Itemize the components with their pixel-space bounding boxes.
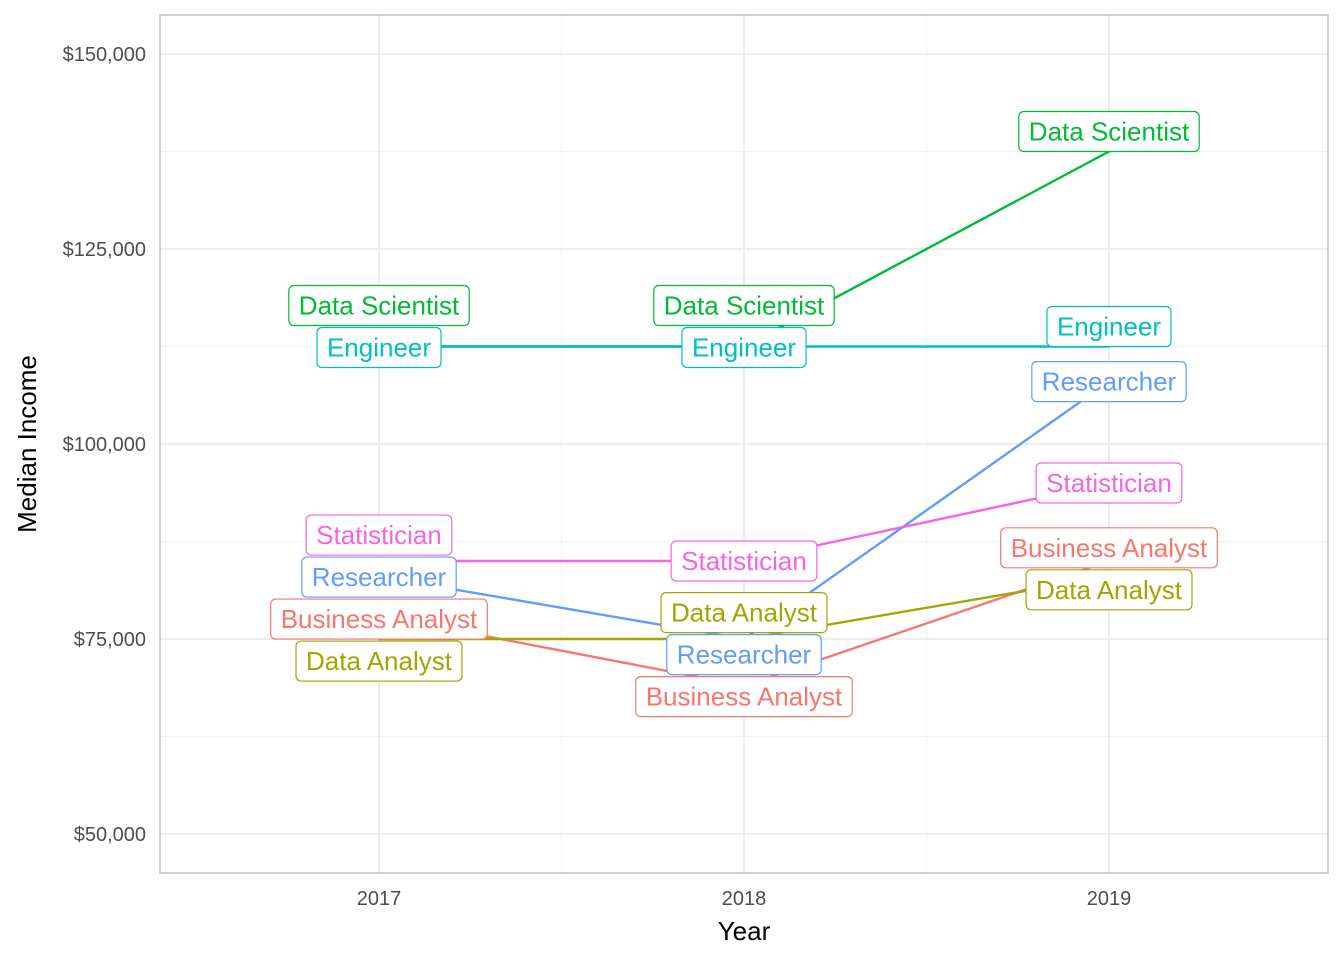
data-label-box: Engineer xyxy=(681,326,807,369)
data-label: Engineer xyxy=(327,333,431,363)
data-label: Statistician xyxy=(681,546,807,576)
data-label-border xyxy=(305,514,453,556)
data-label: Data Scientist xyxy=(299,291,460,321)
data-label-box: Business Analyst xyxy=(1000,527,1218,569)
data-label: Researcher xyxy=(677,640,812,670)
data-label-box: Statistician xyxy=(1035,462,1183,504)
data-label: Data Analyst xyxy=(306,646,453,676)
x-tick-label: 2018 xyxy=(722,888,767,910)
data-label-box: Business Analyst xyxy=(635,675,853,718)
y-tick-label: $125,000 xyxy=(63,239,146,261)
series-lines xyxy=(377,150,1111,687)
data-label: Statistician xyxy=(1046,468,1172,498)
data-label-box: Statistician xyxy=(305,514,453,556)
y-axis: $50,000 $75,000 $100,000 $125,000 $150,000 xyxy=(63,44,146,846)
y-tick-label: $150,000 xyxy=(63,44,146,66)
data-label-border xyxy=(1035,462,1183,504)
data-label: Data Scientist xyxy=(1029,117,1190,147)
data-label-box: Business Analyst xyxy=(270,598,488,640)
data-label-border xyxy=(1018,110,1200,153)
y-tick-label: $100,000 xyxy=(63,434,146,456)
y-tick-label: $50,000 xyxy=(74,824,146,846)
data-label: Business Analyst xyxy=(1011,533,1208,563)
data-label-border xyxy=(316,326,442,369)
grid xyxy=(160,15,1328,873)
data-label-border xyxy=(666,633,822,676)
data-label-box: Data Analyst xyxy=(1025,569,1193,611)
data-label: Engineer xyxy=(1057,312,1161,342)
x-tick-label: 2019 xyxy=(1087,888,1132,910)
data-label: Data Analyst xyxy=(1036,575,1183,605)
data-labels: Data Scientist Engineer Statistician Resear… xyxy=(270,110,1218,718)
data-label-border xyxy=(660,591,828,634)
x-axis-title: Year xyxy=(718,916,771,946)
data-label-box: Data Analyst xyxy=(295,640,463,682)
data-label: Business Analyst xyxy=(646,682,843,712)
data-label-box: Researcher xyxy=(301,556,457,598)
data-label-box: Data Scientist xyxy=(288,284,470,327)
data-label-border xyxy=(635,675,853,718)
data-label-border xyxy=(670,540,818,582)
data-label: Researcher xyxy=(312,562,447,592)
data-label: Business Analyst xyxy=(281,604,478,634)
data-label: Engineer xyxy=(692,333,796,363)
data-label-border xyxy=(681,326,807,369)
data-label-border xyxy=(270,598,488,640)
data-label-border xyxy=(653,284,835,327)
data-label: Data Scientist xyxy=(664,291,825,321)
data-label-border xyxy=(1046,305,1172,348)
data-label-box: Data Scientist xyxy=(653,284,835,327)
x-axis: 2017 2018 2019 xyxy=(357,888,1132,910)
data-label-border xyxy=(1031,361,1187,403)
data-label-border xyxy=(301,556,457,598)
data-label: Statistician xyxy=(316,520,442,550)
plot-panel-border xyxy=(159,14,1329,874)
y-axis-title: Median Income xyxy=(12,355,42,533)
y-tick-label: $75,000 xyxy=(74,629,146,651)
data-label-box: Engineer xyxy=(1046,305,1172,348)
data-label-box: Data Scientist xyxy=(1018,110,1200,153)
data-label-box: Researcher xyxy=(666,633,822,676)
data-label-border xyxy=(1025,569,1193,611)
data-label-border xyxy=(1000,527,1218,569)
data-label: Researcher xyxy=(1042,367,1177,397)
x-tick-label: 2017 xyxy=(357,888,402,910)
data-label-box: Data Analyst xyxy=(660,591,828,634)
data-label-box: Researcher xyxy=(1031,361,1187,403)
data-label-border xyxy=(288,284,470,327)
data-label: Data Analyst xyxy=(671,598,818,628)
data-label-box: Statistician xyxy=(670,540,818,582)
data-label-box: Engineer xyxy=(316,326,442,369)
data-label-border xyxy=(295,640,463,682)
